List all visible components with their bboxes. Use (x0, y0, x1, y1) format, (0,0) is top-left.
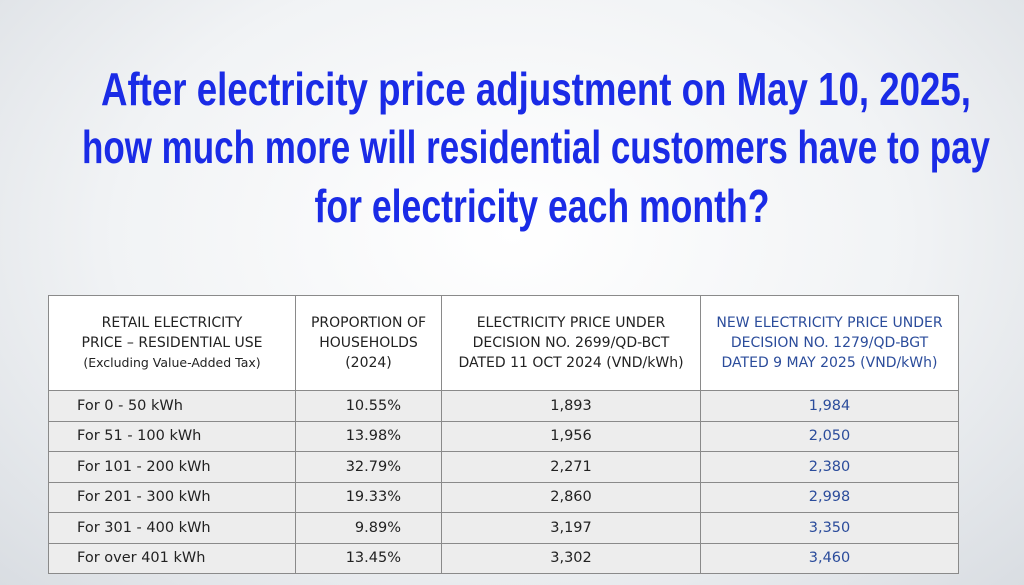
title-line: for electricity each month? (315, 180, 770, 232)
header-line: PRICE – RESIDENTIAL USE (81, 335, 263, 351)
table-cell: 3,350 (700, 512, 959, 544)
table-cell: For 0 - 50 kWh (48, 390, 296, 422)
title: After electricity price adjustment on Ma… (82, 63, 990, 232)
table-row: For 0 - 50 kWh 10.55% 1,893 1,984 (48, 390, 959, 422)
title-line: how much more will residential customers… (82, 121, 990, 173)
header-line: DECISION NO. 2699/QD-BCT (472, 335, 670, 351)
table-cell: 3,460 (700, 542, 959, 574)
table-row: For 101 - 200 kWh 32.79% 2,271 2,380 (48, 451, 959, 483)
table-cell: 3,197 (441, 512, 701, 544)
table-body: For 0 - 50 kWh 10.55% 1,893 1,984 For 51 - 1… (48, 390, 959, 574)
header-line: (Excluding Value-Added Tax) (83, 355, 261, 370)
table-cell: 1,893 (441, 390, 701, 422)
table-cell: 13.98% (295, 420, 442, 452)
table-cell: 2,860 (441, 481, 701, 513)
table-cell: 19.33% (295, 481, 442, 513)
table-cell: 10.55% (295, 390, 442, 422)
table-cell: 3,302 (441, 542, 701, 574)
price-table: RETAIL ELECTRICITY PRICE – RESIDENTIAL US… (48, 295, 959, 574)
header-line: NEW ELECTRICITY PRICE UNDER (716, 315, 943, 331)
table-row: For 51 - 100 kWh 13.98% 1,956 2,050 (48, 420, 959, 452)
table-cell: 32.79% (295, 451, 442, 483)
table-cell: For 101 - 200 kWh (48, 451, 296, 483)
table-cell: For 201 - 300 kWh (48, 481, 296, 513)
table-row: For over 401 kWh 13.45% 3,302 3,460 (48, 542, 959, 574)
header-line: HOUSEHOLDS (319, 335, 418, 351)
header-cell: ELECTRICITY PRICE UNDER DECISION NO. 2699… (441, 295, 701, 391)
table-cell: For 51 - 100 kWh (48, 420, 296, 452)
header-cell: NEW ELECTRICITY PRICE UNDER DECISION NO. … (700, 295, 959, 391)
header-line: PROPORTION OF (310, 315, 427, 331)
header-line: ELECTRICITY PRICE UNDER (476, 315, 666, 331)
table-cell: 2,998 (700, 481, 959, 513)
title-line: After electricity price adjustment on Ma… (101, 63, 971, 115)
table-row: For 301 - 400 kWh 9.89% 3,197 3,350 (48, 512, 959, 544)
table-cell: 2,050 (700, 420, 959, 452)
table-cell: 2,380 (700, 451, 959, 483)
header-line: (2024) (345, 355, 392, 371)
table-cell: 1,956 (441, 420, 701, 452)
header-line: RETAIL ELECTRICITY (101, 315, 243, 331)
header-line: DATED 9 MAY 2025 (VND/kWh) (721, 355, 938, 371)
header-cell: PROPORTION OF HOUSEHOLDS (2024) (295, 295, 442, 391)
table-cell: 2,271 (441, 451, 701, 483)
table-cell: 9.89% (295, 512, 442, 544)
table-cell: For 301 - 400 kWh (48, 512, 296, 544)
table-cell: 13.45% (295, 542, 442, 574)
table-cell: 1,984 (700, 390, 959, 422)
table-cell: For over 401 kWh (48, 542, 296, 574)
header-line: DATED 11 OCT 2024 (VND/kWh) (458, 355, 684, 371)
header-line: DECISION NO. 1279/QD-BGT (730, 335, 929, 351)
table-row: For 201 - 300 kWh 19.33% 2,860 2,998 (48, 481, 959, 513)
header-cell: RETAIL ELECTRICITY PRICE – RESIDENTIAL US… (48, 295, 296, 391)
header-row: RETAIL ELECTRICITY PRICE – RESIDENTIAL US… (48, 295, 959, 391)
